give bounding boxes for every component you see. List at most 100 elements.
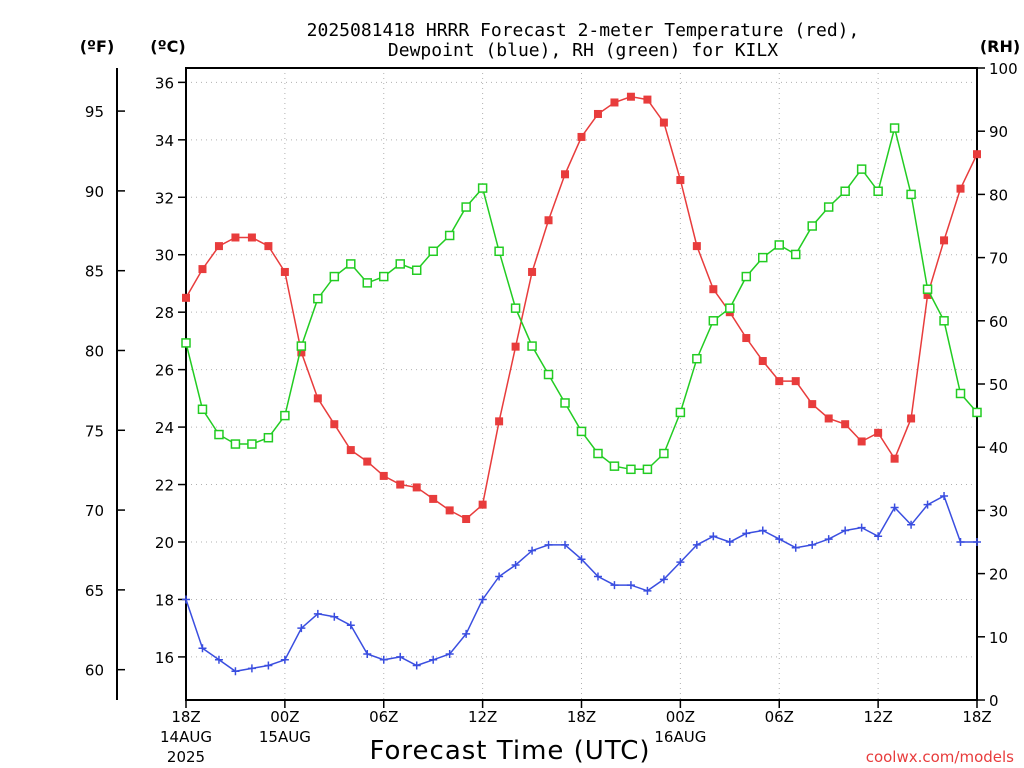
- temperature-point: [841, 420, 850, 429]
- celsius-tick-label: 18: [155, 591, 174, 609]
- temperature-point: [561, 170, 570, 179]
- x-tick-label: 18Z: [567, 708, 596, 726]
- dewpoint-point: [445, 650, 454, 659]
- temperature-point: [462, 515, 471, 524]
- rh-point: [197, 404, 208, 415]
- celsius-tick-label: 36: [155, 74, 174, 92]
- rh-point: [692, 353, 702, 364]
- dewpoint-point: [280, 655, 289, 664]
- temperature-point: [775, 377, 784, 386]
- rh-tick-label: 80: [989, 186, 1008, 204]
- temperature-point: [742, 334, 751, 343]
- dewpoint-point: [593, 572, 602, 581]
- rh-tick-label: 90: [989, 123, 1008, 141]
- temperature-point: [709, 285, 718, 294]
- fahrenheit-tick-label: 65: [85, 582, 104, 600]
- rh-point: [346, 259, 356, 269]
- rh-point: [181, 338, 191, 348]
- rh-point: [889, 123, 900, 133]
- credit-label: coolwx.com/models: [866, 748, 1014, 766]
- rh-point: [774, 240, 784, 250]
- chart-title-line2: Dewpoint (blue), RH (green) for KILX: [388, 40, 778, 61]
- dewpoint-point: [297, 624, 306, 633]
- rh-point: [214, 429, 224, 440]
- temperature-point: [676, 176, 685, 185]
- dewpoint-point: [841, 526, 850, 535]
- temperature-point: [412, 483, 421, 492]
- fahrenheit-tick-label: 70: [85, 502, 104, 520]
- rh-point: [444, 230, 455, 241]
- temperature-point: [659, 118, 668, 127]
- temperature-point: [445, 506, 454, 515]
- temperature-point: [182, 293, 190, 302]
- temperature-point: [808, 400, 817, 409]
- x-tick-date-label: 15AUG: [259, 728, 311, 746]
- temperature-point: [907, 414, 916, 423]
- temperature-point: [874, 428, 883, 437]
- fahrenheit-tick-label: 60: [85, 662, 104, 680]
- rh-tick-label: 50: [989, 376, 1008, 394]
- x-tick-date-label: 16AUG: [654, 728, 706, 746]
- temperature-point: [280, 267, 289, 276]
- temperature-series: [182, 92, 981, 524]
- dewpoint-point: [346, 621, 355, 630]
- x-tick-label: 00Z: [270, 708, 299, 726]
- dewpoint-point: [478, 595, 487, 604]
- dewpoint-point: [659, 575, 668, 584]
- dewpoint-point: [396, 652, 405, 661]
- dewpoint-point: [561, 540, 570, 549]
- celsius-tick-label: 24: [155, 419, 174, 437]
- rh-point: [708, 316, 719, 326]
- rh-point: [379, 271, 389, 282]
- dewpoint-point: [824, 535, 833, 544]
- dewpoint-point: [725, 538, 734, 546]
- celsius-tick-label: 30: [155, 247, 174, 265]
- fahrenheit-tick-label: 80: [85, 342, 104, 360]
- dewpoint-point: [907, 520, 916, 529]
- temperature-point: [940, 236, 949, 245]
- dewpoint-point: [676, 558, 685, 567]
- tick-labels: 1618202224262830323436606570758085909501…: [85, 60, 1018, 766]
- celsius-tick-label: 16: [155, 649, 174, 667]
- x-axis-label: Forecast Time (UTC): [369, 736, 650, 766]
- rh-point: [609, 461, 620, 471]
- dewpoint-point: [198, 644, 207, 653]
- temperature-point: [313, 394, 322, 403]
- rh-point: [543, 369, 554, 380]
- rh-point: [955, 388, 966, 399]
- rh-point: [395, 259, 405, 269]
- temperature-point: [264, 242, 273, 251]
- rh-tick-label: 70: [989, 250, 1008, 268]
- fahrenheit-tick-label: 85: [85, 263, 104, 281]
- dewpoint-point: [626, 581, 635, 590]
- rh-point: [296, 341, 307, 351]
- rh-point: [642, 464, 653, 475]
- rh-point: [873, 186, 883, 196]
- rh-point: [758, 252, 768, 263]
- rh-point: [823, 202, 834, 212]
- rh-point: [593, 448, 603, 459]
- dewpoint-series: [182, 492, 981, 676]
- dewpoint-point: [577, 555, 586, 564]
- rh-point: [313, 293, 323, 304]
- celsius-tick-label: 32: [155, 189, 174, 207]
- rh-point: [494, 246, 504, 257]
- rh-tick-label: 20: [989, 566, 1008, 584]
- rh-point: [362, 278, 373, 288]
- dewpoint-point: [940, 492, 949, 501]
- grid-lines: [186, 68, 977, 700]
- temperature-point: [758, 357, 767, 366]
- rh-point: [856, 164, 867, 174]
- temperature-point: [857, 437, 866, 446]
- rh-point: [675, 407, 686, 418]
- x-tick-label: 00Z: [666, 708, 695, 726]
- x-tick-label: 18Z: [962, 708, 991, 726]
- rh-point: [280, 410, 290, 421]
- chart-title-line1: 2025081418 HRRR Forecast 2-meter Tempera…: [307, 20, 860, 41]
- dewpoint-point: [758, 526, 767, 535]
- temperature-point: [692, 242, 701, 251]
- dewpoint-point: [973, 538, 981, 546]
- rh-point: [263, 432, 274, 443]
- temperature-point: [544, 216, 553, 225]
